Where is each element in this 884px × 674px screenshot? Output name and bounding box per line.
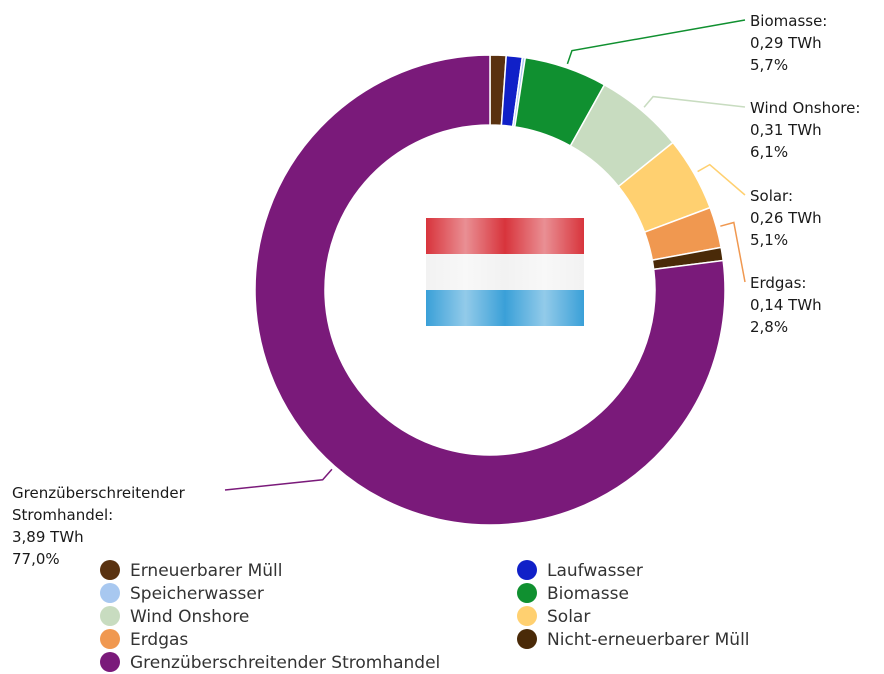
callout-name: Wind Onshore: [750, 99, 861, 117]
flag [426, 218, 584, 326]
leader-line [720, 221, 746, 283]
leader-line [643, 95, 746, 108]
callout: Biomasse: 0,29 TWh 5,7% [750, 10, 827, 76]
legend-label: Erdgas [130, 630, 188, 650]
callout: Wind Onshore: 0,31 TWh 6,1% [750, 97, 860, 163]
value-label: 77,0% [12, 550, 60, 568]
legend-swatch [100, 583, 120, 603]
value-label: 5,1% [750, 231, 789, 249]
value-label: 2,8% [750, 318, 789, 336]
leader-line [697, 163, 746, 196]
energy-label: 0,29 TWh [750, 34, 822, 52]
energy-label: 3,89 TWh [12, 528, 84, 546]
callout: Solar: 0,26 TWh 5,1% [750, 185, 822, 251]
energy-label: 0,26 TWh [750, 209, 822, 227]
leader-line [224, 468, 333, 491]
legend-swatch [100, 606, 120, 626]
legend-swatch [517, 629, 537, 649]
legend-swatch [100, 652, 120, 672]
energy-label: 0,14 TWh [750, 296, 822, 314]
callout: Erdgas: 0,14 TWh 2,8% [750, 272, 822, 338]
leader-line [566, 19, 746, 65]
legend-label: Wind Onshore [130, 607, 249, 627]
callout-name: Grenzüberschreitender Stromhandel: [12, 484, 185, 524]
callout-name: Solar: [750, 187, 794, 205]
legend-label: Grenzüberschreitender Stromhandel [130, 653, 440, 673]
legend-swatch [517, 606, 537, 626]
legend-swatch [100, 629, 120, 649]
legend-swatch [100, 560, 120, 580]
legend-label: Speicherwasser [130, 584, 264, 604]
legend-label: Nicht-erneuerbarer Müll [547, 630, 750, 650]
legend-swatch [517, 583, 537, 603]
legend-label: Erneuerbarer Müll [130, 561, 282, 581]
callout-name: Erdgas: [750, 274, 807, 292]
value-label: 5,7% [750, 56, 789, 74]
value-label: 6,1% [750, 143, 789, 161]
legend-label: Solar [547, 607, 590, 627]
legend-label: Laufwasser [547, 561, 643, 581]
legend-label: Biomasse [547, 584, 629, 604]
legend-swatch [517, 560, 537, 580]
callout-name: Biomasse: [750, 12, 828, 30]
energy-label: 0,31 TWh [750, 121, 822, 139]
slice [254, 54, 726, 526]
callout: Grenzüberschreitender Stromhandel: 3,89 T… [12, 482, 232, 570]
